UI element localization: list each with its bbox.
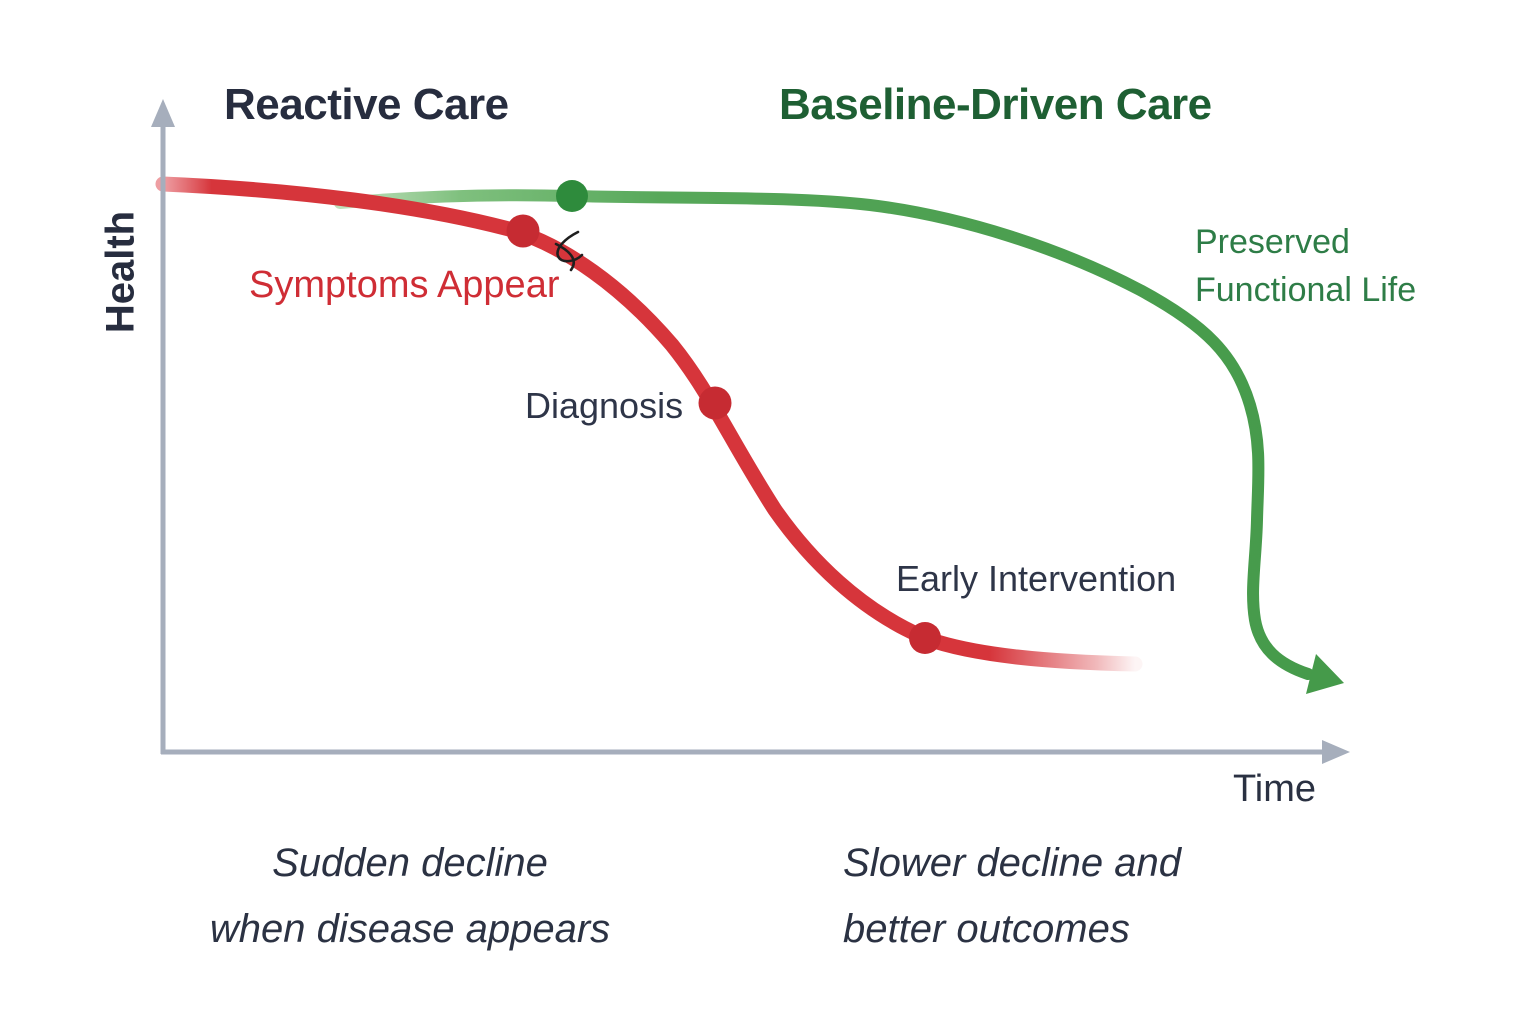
diagnosis-dot <box>698 386 732 420</box>
baseline-care-caption-line1: Slower decline and <box>843 841 1181 885</box>
baseline-care-caption-line2: better outcomes <box>843 907 1130 951</box>
baseline-care-caption: Slower decline and better outcomes <box>843 830 1323 962</box>
reactive-care-caption-line1: Sudden decline <box>272 841 548 885</box>
reactive-care-caption-line2: when disease appears <box>209 907 611 951</box>
baseline-curve-arrowhead <box>1306 654 1344 694</box>
baseline-driven-care-title: Baseline-Driven Care <box>779 80 1212 129</box>
symptoms-appear-label: Symptoms Appear <box>249 264 560 306</box>
preserved-functional-life-line2: Functional Life <box>1195 271 1417 309</box>
y-axis-label: Health <box>98 210 143 334</box>
preserved-functional-life-label: Preserved Functional Life <box>1195 218 1475 314</box>
reactive-care-caption: Sudden decline when disease appears <box>165 830 655 962</box>
diagnosis-label: Diagnosis <box>525 385 684 426</box>
baseline-monitoring-dot <box>556 180 588 212</box>
x-axis-label: Time <box>1233 768 1317 810</box>
x-axis-arrowhead-icon <box>1322 740 1350 764</box>
early-intervention-label: Early Intervention <box>896 558 1177 599</box>
y-axis-arrowhead-icon <box>151 99 175 127</box>
symptoms-appear-dot <box>506 214 540 248</box>
reactive-care-title: Reactive Care <box>224 80 509 129</box>
early-intervention-dot <box>909 622 941 654</box>
preserved-functional-life-line1: Preserved <box>1195 223 1350 261</box>
pen-squiggle-mark <box>554 230 584 272</box>
